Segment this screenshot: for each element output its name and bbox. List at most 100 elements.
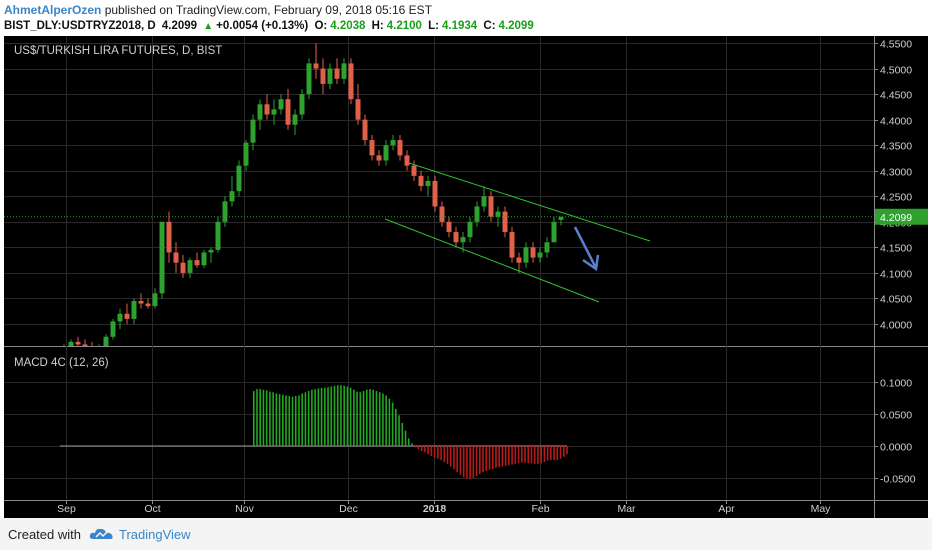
price-tick-label: 4.4000	[880, 116, 912, 128]
candle-body	[215, 221, 221, 250]
candle-body	[530, 247, 536, 258]
open-label: O:	[314, 20, 328, 32]
down-arrow-icon	[573, 226, 600, 272]
time-tick-label: Sep	[57, 503, 76, 515]
price-tick-label: 4.4500	[880, 90, 912, 102]
candle-body	[376, 155, 382, 161]
chart-area[interactable]: 4.5500 4.5000 4.4500 4.4000 4.3500 4.3000 4.25…	[4, 36, 928, 518]
price-tick-label: 4.5000	[880, 65, 912, 77]
candle-body	[516, 257, 522, 263]
time-tick-label: Oct	[144, 503, 160, 515]
chart-header: AhmetAlperOzen published on TradingView.…	[4, 2, 928, 36]
candle-body	[90, 350, 95, 353]
candlestick-series	[63, 43, 564, 353]
candle-body	[68, 341, 74, 346]
low-value: 4.1934	[442, 20, 478, 32]
macd-axis: 0.1000 0.0500 0.0000 -0.0500	[874, 378, 916, 486]
time-tick-label: May	[811, 503, 832, 515]
candle-body	[383, 145, 389, 161]
close-label: C:	[483, 20, 496, 32]
candle-body	[313, 63, 319, 69]
candle-body	[229, 191, 235, 202]
macd-title: MACD 4C (12, 26)	[14, 357, 109, 369]
publish-line: AhmetAlperOzen published on TradingView.…	[4, 2, 928, 18]
candle-body	[257, 104, 263, 120]
candle-body	[152, 293, 158, 307]
price-tick-label: 4.0000	[880, 320, 912, 332]
price-chart-title: US$/TURKISH LIRA FUTURES, D, BIST	[14, 45, 222, 57]
candle-body	[341, 63, 347, 79]
candle-body	[425, 180, 431, 187]
candle-body	[103, 336, 109, 346]
candle-body	[495, 211, 501, 217]
tradingview-brand-link[interactable]: TradingView	[119, 527, 191, 542]
low-label: L:	[428, 20, 440, 32]
candle-body	[327, 68, 333, 84]
candle-body	[299, 94, 305, 115]
candle-body	[453, 232, 459, 243]
last-price-label: 4.2099	[880, 212, 912, 224]
candle-body	[138, 301, 144, 304]
candle-body	[502, 211, 508, 233]
macd-tick-label: 0.1000	[880, 378, 912, 390]
time-tick-label: Nov	[235, 503, 254, 515]
time-tick-label: Feb	[531, 503, 549, 515]
candle-body	[201, 252, 207, 266]
candle-body	[355, 99, 361, 120]
candle-body	[264, 104, 270, 115]
candle-body	[432, 180, 438, 207]
candle-body	[250, 119, 256, 143]
candle-body	[390, 140, 396, 146]
candle-body	[558, 216, 564, 220]
open-value: 4.2038	[330, 20, 366, 32]
candle-body	[439, 206, 445, 222]
candle-body	[334, 68, 340, 79]
channel-upper-line	[408, 162, 651, 242]
candle-body	[131, 301, 137, 319]
candle-body	[271, 109, 277, 115]
candle-body	[166, 221, 172, 253]
candle-body	[222, 201, 228, 222]
channel-lower-line	[384, 218, 600, 303]
candle-body	[173, 252, 179, 263]
price-axis: 4.5500 4.5000 4.4500 4.4000 4.3500 4.3000 4.25…	[874, 39, 912, 332]
author-link[interactable]: AhmetAlperOzen	[4, 3, 102, 17]
candle-body	[474, 206, 480, 222]
candle-body	[404, 155, 410, 166]
candle-body	[292, 114, 298, 125]
created-with-label: Created with	[8, 527, 81, 542]
candle-body	[194, 260, 200, 266]
candle-body	[117, 313, 123, 322]
candle-body	[187, 260, 193, 273]
candle-body	[124, 313, 130, 319]
candle-body	[488, 196, 494, 217]
candle-body	[411, 165, 417, 176]
macd-tick-label: 0.0500	[880, 410, 912, 422]
symbol-label: BIST_DLY:USDTRYZ2018, D	[4, 20, 156, 32]
price-tick-label: 4.3000	[880, 167, 912, 179]
candle-body	[467, 221, 473, 238]
macd-histogram	[60, 385, 568, 480]
time-tick-label: Dec	[339, 503, 358, 515]
candle-body	[97, 347, 102, 352]
candle-body	[509, 232, 515, 258]
candle-body	[481, 196, 487, 207]
candle-body	[75, 341, 81, 345]
chart-svg[interactable]: 4.5500 4.5000 4.4500 4.4000 4.3500 4.3000 4.25…	[4, 36, 928, 518]
last-price-tag	[875, 208, 928, 225]
candle-body	[418, 175, 424, 187]
macd-tick-label: -0.0500	[880, 474, 916, 486]
macd-tick-label: 0.0000	[880, 442, 912, 454]
last-price-marker: 4.2099	[4, 208, 928, 225]
candle-body	[285, 99, 291, 125]
candle-body	[159, 221, 165, 294]
time-axis: Sep Oct Nov Dec 2018 Feb Mar Apr May	[57, 500, 831, 515]
high-label: H:	[371, 20, 384, 32]
time-tick-label: Apr	[718, 503, 735, 515]
footer: Created with TradingView	[0, 518, 932, 550]
high-value: 4.2100	[386, 20, 422, 32]
close-value: 4.2099	[498, 20, 534, 32]
up-arrow-icon: ▲	[203, 21, 214, 32]
tradingview-cloud-icon[interactable]	[89, 527, 115, 541]
candle-body	[369, 140, 375, 156]
